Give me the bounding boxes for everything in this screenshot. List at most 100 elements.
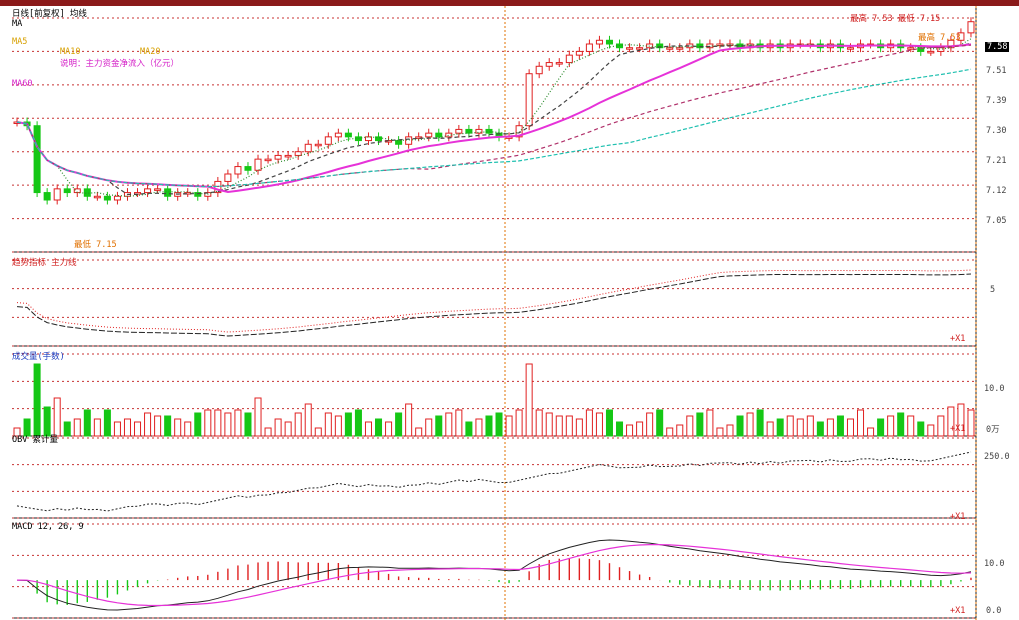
volume-bar-down (776, 418, 784, 437)
volume-bar-up (314, 427, 322, 437)
volume-bar-down (917, 421, 925, 437)
macd-dif-line (16, 539, 972, 611)
ma60-line (16, 68, 972, 188)
candle-up (957, 32, 965, 41)
volume-bar-up (234, 409, 242, 437)
volume-bar-up (967, 409, 975, 437)
volume-bar-up (113, 421, 121, 437)
volume-bar-up (927, 424, 935, 437)
candle-down (63, 188, 71, 194)
candle-down (435, 132, 443, 138)
volume-bar-up (676, 424, 684, 437)
volume-bar-down (354, 409, 362, 437)
volume-bar-down (605, 409, 613, 437)
volume-bar-up (937, 415, 945, 437)
panel5-axis-top: 10.0 (984, 559, 1005, 569)
volume-bar-up (174, 418, 182, 437)
candle-up (626, 47, 634, 50)
candle-up (515, 125, 523, 138)
volume-bar-up (907, 415, 915, 437)
panel3-tag: +X1 (950, 424, 966, 434)
candle-up (304, 143, 312, 153)
volume-bar-up (334, 415, 342, 437)
candle-down (43, 192, 51, 201)
candle-up (475, 128, 483, 134)
panel5-tag: +X1 (950, 606, 966, 616)
candle-up (706, 43, 714, 49)
chart-title: 日线[前复权] 均线 (12, 9, 87, 19)
volume-bar-up (224, 412, 232, 437)
obv-line (16, 451, 972, 512)
volume-bar-up (796, 418, 804, 437)
volume-bar-up (826, 418, 834, 437)
volume-bar-up (184, 421, 192, 437)
candle-down (103, 195, 111, 201)
candle-down (83, 188, 91, 197)
volume-bar-up (766, 421, 774, 437)
volume-bar-up (204, 409, 212, 437)
volume-bar-down (696, 412, 704, 437)
macd-dea-line (16, 543, 972, 607)
volume-bar-up (726, 424, 734, 437)
volume-bar-up (595, 412, 603, 437)
volume-bar-down (836, 415, 844, 437)
volume-bar-up (786, 415, 794, 437)
candle-up (937, 47, 945, 52)
volume-bar-up (666, 427, 674, 437)
volume-bar-up (545, 412, 553, 437)
volume-bar-up (585, 409, 593, 437)
panel5-title: MACD 12, 26, 9 (12, 522, 84, 532)
volume-bar-up (385, 421, 393, 437)
candle-up (425, 132, 433, 138)
candle-down (485, 128, 493, 134)
volume-bar-down (616, 421, 624, 437)
candle-up (565, 54, 573, 64)
volume-bar-up (123, 418, 131, 437)
panel5-axis-bottom: 0.0 (986, 606, 1002, 616)
volume-bar-up (214, 409, 222, 437)
volume-bar-up (746, 412, 754, 437)
volume-bar-down (43, 406, 51, 437)
panel4-axis: 250.0 (984, 452, 1010, 462)
candle-up (846, 47, 854, 50)
candle-up (545, 62, 553, 67)
volume-bar-up (515, 409, 523, 437)
chart-subtitle: MA (12, 19, 23, 29)
volume-bar-down (244, 412, 252, 437)
volume-bar-down (164, 415, 172, 437)
volume-bar-down (495, 412, 503, 437)
price-tick-4: 7.21 (986, 156, 1007, 166)
volume-bar-up (646, 412, 654, 437)
candle-up (927, 50, 935, 54)
candle-up (53, 188, 61, 201)
volume-bar-up (324, 412, 332, 437)
volume-bar-up (154, 415, 162, 437)
volume-bar-down (435, 415, 443, 437)
volume-bar-up (274, 418, 282, 437)
volume-bar-up (947, 406, 955, 437)
volume-bar-down (103, 409, 111, 437)
volume-bar-up (73, 418, 81, 437)
volume-bar-up (626, 424, 634, 437)
volume-bar-down (33, 363, 41, 437)
price-tick-1: 7.51 (986, 66, 1007, 76)
candle-up (274, 154, 282, 160)
price-box: 7.58 (985, 42, 1010, 52)
candle-up (254, 158, 262, 171)
candle-up (364, 136, 372, 142)
volume-bar-down (897, 412, 905, 437)
volume-bar-down (83, 409, 91, 437)
candle-up (676, 47, 684, 50)
candle-down (33, 125, 41, 194)
title-bar (0, 0, 1019, 6)
stock-chart (12, 6, 977, 620)
volume-bar-up (505, 415, 513, 437)
candle-down (164, 188, 172, 197)
candle-up (525, 73, 533, 127)
panel3-axis-top: 10.0 (984, 384, 1005, 394)
ma40-line (16, 44, 972, 188)
trend-line (16, 273, 972, 337)
volume-bar-up (887, 415, 895, 437)
volume-bar-up (364, 421, 372, 437)
candle-down (344, 132, 352, 138)
